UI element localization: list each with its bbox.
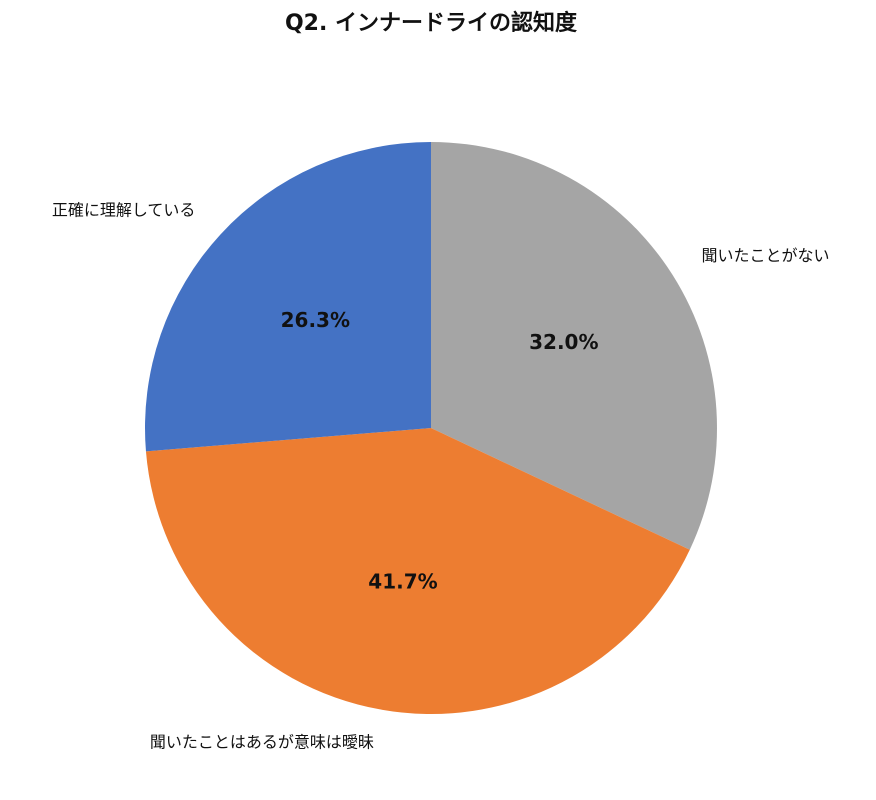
- pie-slice: [145, 428, 690, 714]
- chart-title: Q2. インナードライの認知度: [285, 10, 578, 36]
- slice-category-label: 聞いたことがない: [701, 246, 829, 265]
- slice-value-label: 26.3%: [281, 308, 350, 332]
- pie-slice: [431, 142, 717, 550]
- slice-category-label: 正確に理解している: [52, 200, 196, 219]
- slice-category-label: 聞いたことはあるが意味は曖昧: [150, 733, 374, 752]
- slice-value-label: 41.7%: [368, 569, 437, 593]
- slice-value-label: 32.0%: [529, 330, 598, 354]
- pie-slice: [145, 142, 431, 452]
